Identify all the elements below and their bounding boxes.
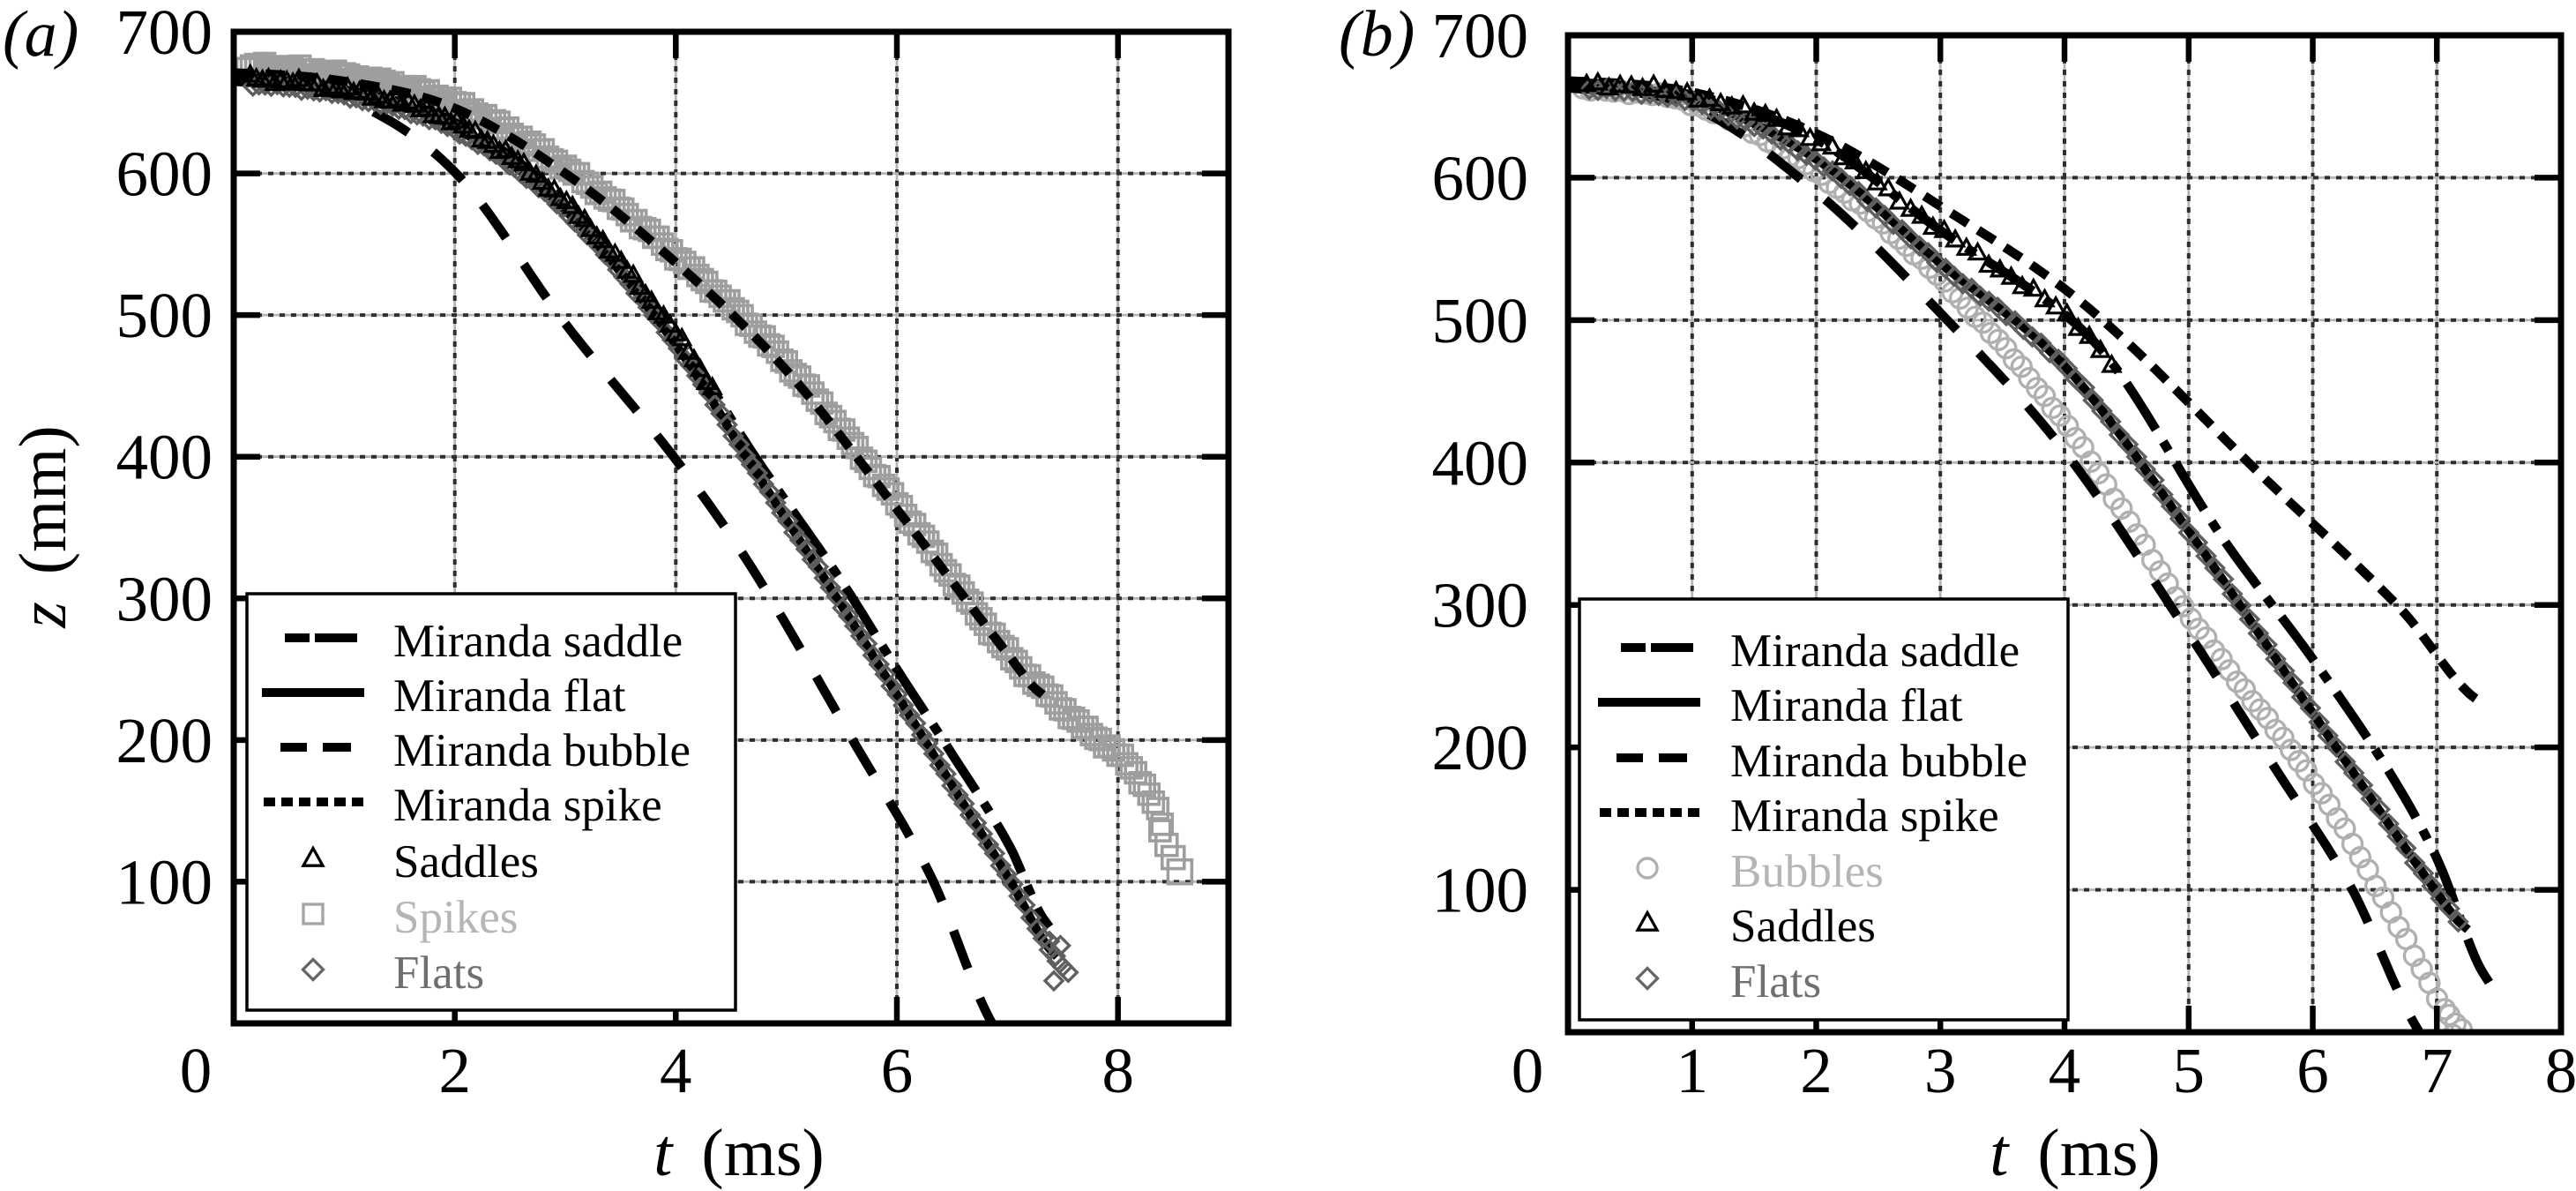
svg-text:7: 7 (2421, 1035, 2453, 1106)
svg-text:4: 4 (660, 1035, 692, 1106)
svg-text:t (ms): t (ms) (653, 1116, 824, 1190)
svg-text:600: 600 (1432, 142, 1529, 213)
svg-text:700: 700 (1432, 0, 1529, 71)
svg-text:Miranda flat: Miranda flat (1730, 680, 1963, 731)
svg-text:z (mm): z (mm) (6, 425, 80, 628)
svg-text:Miranda saddle: Miranda saddle (393, 616, 683, 667)
svg-text:Miranda bubble: Miranda bubble (1730, 736, 2027, 787)
svg-text:500: 500 (1432, 285, 1529, 356)
svg-text:200: 200 (1432, 712, 1529, 783)
svg-text:8: 8 (1101, 1035, 1134, 1106)
svg-text:6: 6 (881, 1035, 914, 1106)
svg-text:700: 700 (116, 0, 213, 68)
svg-text:Miranda bubble: Miranda bubble (393, 725, 691, 776)
svg-text:500: 500 (116, 280, 213, 351)
svg-text:8: 8 (2545, 1035, 2576, 1106)
svg-text:300: 300 (1432, 570, 1529, 641)
svg-text:Miranda spike: Miranda spike (393, 780, 662, 831)
svg-text:200: 200 (116, 705, 213, 776)
svg-text:600: 600 (116, 139, 213, 210)
svg-text:2: 2 (438, 1035, 471, 1106)
svg-text:400: 400 (116, 422, 213, 493)
svg-text:Miranda saddle: Miranda saddle (1730, 625, 2020, 677)
svg-text:100: 100 (116, 846, 213, 918)
svg-text:6: 6 (2296, 1035, 2329, 1106)
svg-text:0: 0 (180, 1035, 213, 1106)
svg-text:3: 3 (1924, 1035, 1957, 1106)
svg-text:0: 0 (1512, 1035, 1544, 1106)
svg-text:Miranda spike: Miranda spike (1730, 790, 1999, 842)
svg-text:Flats: Flats (1730, 956, 1821, 1007)
svg-text:Saddles: Saddles (393, 836, 539, 888)
svg-text:400: 400 (1432, 427, 1529, 498)
svg-text:300: 300 (116, 563, 213, 634)
svg-text:Flats: Flats (393, 948, 484, 999)
svg-text:t (ms): t (ms) (1990, 1116, 2160, 1190)
svg-text:2: 2 (1800, 1035, 1833, 1106)
svg-text:Spikes: Spikes (393, 892, 518, 943)
svg-text:(b): (b) (1339, 0, 1415, 71)
svg-text:Bubbles: Bubbles (1730, 846, 1884, 897)
svg-text:100: 100 (1432, 855, 1529, 926)
svg-text:(a): (a) (3, 0, 78, 71)
svg-text:5: 5 (2173, 1035, 2206, 1106)
svg-text:4: 4 (2049, 1035, 2081, 1106)
svg-text:Miranda flat: Miranda flat (393, 670, 626, 722)
svg-text:Saddles: Saddles (1730, 901, 1876, 952)
svg-text:1: 1 (1676, 1035, 1709, 1106)
